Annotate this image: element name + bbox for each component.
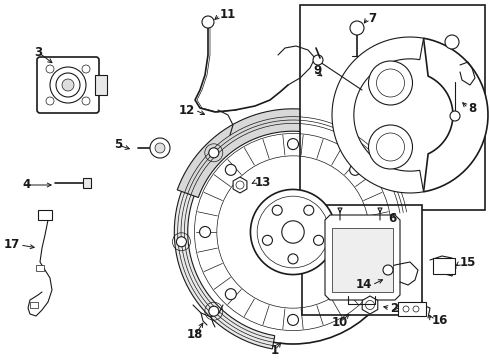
Text: 7: 7 — [368, 12, 376, 24]
Polygon shape — [362, 296, 378, 314]
Circle shape — [199, 226, 211, 238]
Circle shape — [209, 148, 219, 158]
Text: 6: 6 — [388, 211, 396, 225]
Circle shape — [62, 79, 74, 91]
Circle shape — [209, 306, 219, 316]
FancyBboxPatch shape — [37, 57, 99, 113]
Text: 15: 15 — [460, 256, 476, 270]
Circle shape — [176, 237, 186, 247]
Text: 16: 16 — [432, 314, 448, 327]
Circle shape — [202, 16, 214, 28]
Circle shape — [350, 21, 364, 35]
Bar — [38, 210, 52, 220]
Text: 2: 2 — [390, 302, 398, 315]
Polygon shape — [332, 37, 423, 193]
Circle shape — [82, 97, 90, 105]
Circle shape — [445, 35, 459, 49]
Text: 14: 14 — [356, 279, 372, 292]
Circle shape — [288, 139, 298, 150]
Bar — [30, 302, 38, 308]
Circle shape — [313, 55, 323, 65]
Circle shape — [56, 73, 80, 97]
Circle shape — [272, 205, 282, 215]
Text: 3: 3 — [34, 45, 42, 58]
Text: 1: 1 — [271, 343, 279, 356]
Polygon shape — [423, 38, 488, 192]
Bar — [300, 5, 485, 210]
Circle shape — [46, 97, 54, 105]
Circle shape — [82, 65, 90, 73]
Circle shape — [403, 306, 409, 312]
Text: 18: 18 — [187, 328, 203, 342]
Circle shape — [314, 235, 323, 245]
Bar — [36, 265, 44, 271]
Circle shape — [225, 164, 236, 175]
Text: 11: 11 — [220, 9, 236, 22]
Text: 4: 4 — [22, 179, 30, 192]
Polygon shape — [177, 109, 315, 198]
Text: 9: 9 — [313, 63, 321, 77]
Circle shape — [181, 120, 405, 344]
Polygon shape — [332, 228, 393, 292]
Circle shape — [288, 314, 298, 325]
Circle shape — [450, 111, 460, 121]
Bar — [433, 258, 455, 274]
Circle shape — [263, 235, 272, 245]
Text: 12: 12 — [179, 104, 195, 117]
Bar — [83, 178, 91, 188]
Circle shape — [250, 189, 336, 275]
Circle shape — [225, 289, 236, 300]
Polygon shape — [325, 215, 400, 300]
Circle shape — [350, 164, 361, 175]
Circle shape — [155, 143, 165, 153]
Circle shape — [50, 67, 86, 103]
Circle shape — [150, 138, 170, 158]
Circle shape — [350, 289, 361, 300]
Circle shape — [282, 221, 304, 243]
Polygon shape — [233, 177, 247, 193]
Circle shape — [383, 265, 393, 275]
Circle shape — [413, 306, 419, 312]
Polygon shape — [174, 113, 410, 349]
Bar — [302, 205, 422, 315]
Text: 5: 5 — [114, 139, 122, 152]
Circle shape — [368, 61, 413, 105]
Text: 17: 17 — [4, 238, 20, 252]
Circle shape — [375, 226, 387, 238]
Bar — [95, 75, 107, 95]
Text: 13: 13 — [255, 175, 271, 189]
Bar — [398, 302, 426, 316]
Circle shape — [368, 125, 413, 169]
Circle shape — [288, 254, 298, 264]
Text: 10: 10 — [332, 315, 348, 328]
Text: 8: 8 — [468, 102, 476, 114]
Circle shape — [46, 65, 54, 73]
Circle shape — [304, 205, 314, 215]
